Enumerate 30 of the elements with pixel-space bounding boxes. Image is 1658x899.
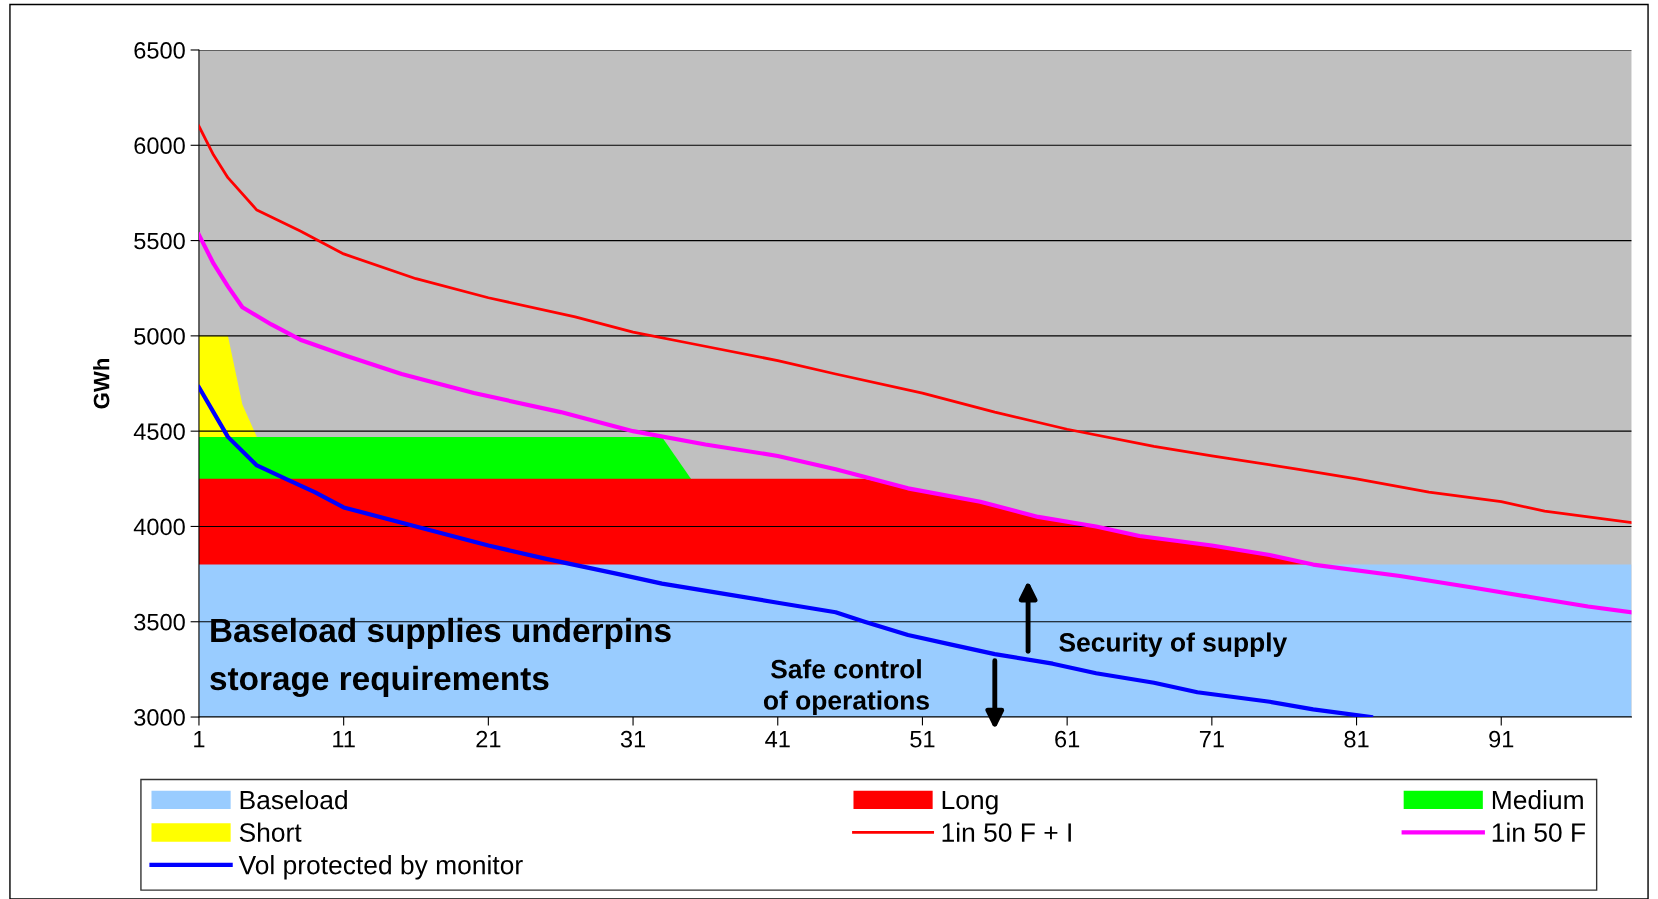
legend-label: Short — [239, 822, 302, 842]
x-tick-label: 41 — [765, 731, 790, 748]
y-tick-label: 6000 — [134, 137, 185, 155]
legend-label: Baseload — [240, 789, 347, 810]
legend-label: 1in 50 F — [1492, 822, 1586, 842]
annotation: Safe control of operations — [763, 659, 929, 716]
x-tick-label: 91 — [1489, 730, 1514, 748]
x-tick-label: 1 — [194, 731, 205, 748]
annotation: Baseload supplies underpins storage requirements — [210, 617, 671, 698]
x-tick-label: 51 — [910, 731, 935, 748]
legend-label: Long — [942, 790, 998, 815]
x-tick-label: 11 — [333, 731, 355, 748]
x-tick-label: 21 — [476, 730, 501, 748]
y-tick-label: 5000 — [134, 327, 185, 345]
legend-label: 1in 50 F + I — [942, 822, 1071, 842]
y-tick-label: 3000 — [134, 709, 185, 726]
line-series — [198, 385, 1374, 718]
x-tick-label: 81 — [1344, 730, 1369, 748]
y-axis-title: GWh — [93, 358, 110, 409]
x-tick-label: 61 — [1055, 730, 1080, 748]
legend-label: Vol protected by monitor — [238, 855, 523, 880]
x-tick-label: 71 — [1199, 731, 1224, 748]
legend-label: Medium — [1492, 789, 1583, 810]
y-tick-label: 5500 — [134, 232, 185, 250]
y-tick-label: 3500 — [134, 613, 185, 631]
y-tick-label: 6500 — [134, 42, 185, 59]
y-tick-label: 4000 — [133, 518, 185, 536]
y-tick-label: 4500 — [133, 423, 185, 440]
x-tick-label: 31 — [620, 730, 646, 748]
annotation: Security of supply — [1059, 632, 1288, 658]
